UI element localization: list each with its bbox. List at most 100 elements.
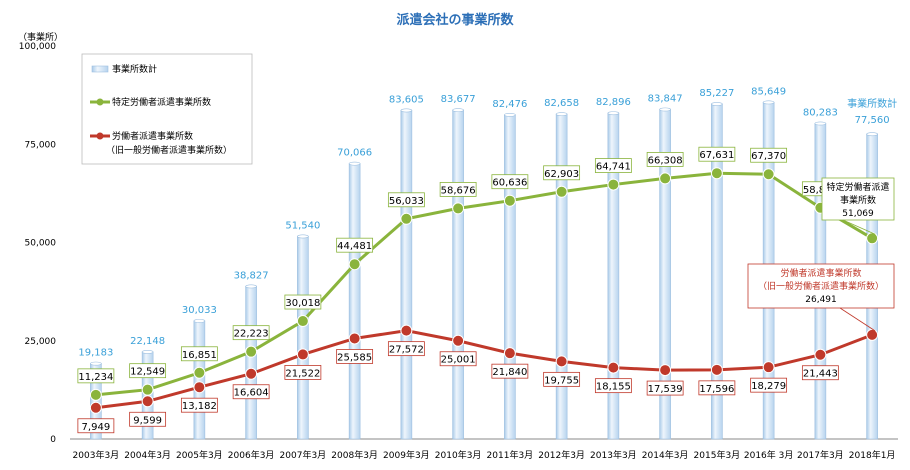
bar-value-label: 85,227 [699,88,734,99]
bar [193,320,206,440]
bar [348,163,361,440]
red-point [659,364,672,377]
green-callout-box [821,177,895,221]
bar-value-label: 80,283 [803,107,838,118]
legend-box [81,53,253,165]
green-label-box [129,363,167,379]
red-label-box [543,371,581,387]
bar-value-label: 70,066 [337,148,372,159]
red-value-label: 21,443 [803,369,838,380]
red-point [866,328,879,341]
green-point [555,185,568,198]
bar-value-label: 82,476 [492,99,527,110]
bar [504,114,516,440]
green-callout-line1: 特定労働者派遣 [826,181,889,193]
green-value-label: 16,851 [182,350,217,361]
red-point [89,401,102,414]
legend-green-label: 特定労働者派遣事業所数 [112,96,211,108]
red-label-box [646,380,684,396]
red-value-label: 27,572 [389,345,424,356]
red-label-box [232,384,270,400]
green-value-label: 12,549 [130,367,165,378]
green-value-label: 22,223 [234,329,269,340]
data-labels: 19,183 22,148 30,033 38,827 51,540 70,066 83,6… [77,86,839,434]
x-tick-label: 2007年3月 [280,449,327,461]
bar-top [452,108,464,113]
y-tick-label: 75,000 [25,140,57,150]
green-label-box [439,182,477,197]
red-label-box [491,363,529,379]
red-callout-line1: 労働者派遣事業所数 [780,267,861,279]
red-value-label: 21,522 [285,368,320,379]
green-label-box [491,174,529,190]
x-tick-label: 2011年3月 [487,449,534,461]
red-value-label: 19,755 [544,375,579,386]
green-value-label: 44,481 [337,241,372,252]
green-value-label: 30,018 [285,298,320,309]
red-label-box [698,380,736,396]
red-value-label: 17,596 [699,384,734,395]
bar [297,236,309,440]
bar-top [245,284,257,289]
red-point [193,381,206,394]
green-callout-line2: 事業所数 [840,194,876,206]
green-value-label: 58,676 [441,185,476,196]
bar [400,110,413,440]
x-axis-labels: 2003年3月 2004年3月 2005年3月 2006年3月 2007年3月 2008年… [73,449,896,461]
green-value-label: 64,741 [596,162,631,173]
red-point [814,348,827,361]
red-point [348,332,361,345]
bar-top [141,350,154,354]
bar-value-label: 83,605 [389,94,424,105]
legend-red-label: 労働者派遣事業所数 [112,130,193,142]
y-axis-ticks: 0 25,000 50,000 75,000 100,000 [19,42,898,445]
green-point [400,212,413,225]
bar-top [90,361,102,366]
bar-top [297,234,309,239]
bar-top [814,121,827,126]
x-tick-label: 2008年3月 [331,449,378,461]
y-axis-unit: （事業所） [18,31,63,43]
x-tick-label: 2014年3月 [642,449,689,461]
bar-top [607,111,620,116]
green-label-box [750,147,788,163]
green-callout-value: 51,069 [842,209,874,219]
red-callout-leader [839,307,876,332]
green-label-box [698,146,736,162]
bar-value-label: 30,033 [182,305,217,316]
red-point [607,361,620,374]
green-label-box [594,158,632,173]
green-series-line [95,171,873,397]
green-value-label: 60,636 [492,178,527,189]
red-value-label: 18,279 [751,381,786,392]
green-label-box [77,368,115,384]
green-point [452,202,465,215]
y-tick-label: 50,000 [25,239,57,249]
red-point [555,355,568,368]
red-label-box [750,377,788,393]
callouts: 事業所数計 77,560 特定労働者派遣事業所数 51,069 労働者派遣事業所数（旧一… [747,97,897,332]
bar-top [555,112,568,117]
red-point [245,367,258,380]
x-tick-label: 2017年3月 [797,449,844,461]
red-callout-line2: （旧一般労働者派遣事業所数） [758,280,884,292]
red-point [400,324,413,337]
x-tick-label: 2013年3月 [590,449,637,461]
red-value-label: 13,182 [182,401,217,412]
red-point [452,334,465,347]
bar-top [659,107,671,112]
x-tick-label: 2015年3月 [694,449,741,461]
green-value-label: 58,840 [803,185,838,196]
green-point [710,167,723,180]
red-label-box [180,397,218,413]
red-label-box [284,365,322,380]
bar-top [866,132,878,137]
x-tick-label: 2004年3月 [124,449,171,461]
green-point [866,232,879,245]
y-tick-label: 0 [50,435,56,445]
bar-value-label: 22,148 [130,336,165,347]
legend-bar-label: 事業所数計 [112,63,157,75]
legend-red-label-line2: （旧一般労働者派遣事業所数） [106,144,232,156]
red-value-label: 16,604 [234,388,269,399]
